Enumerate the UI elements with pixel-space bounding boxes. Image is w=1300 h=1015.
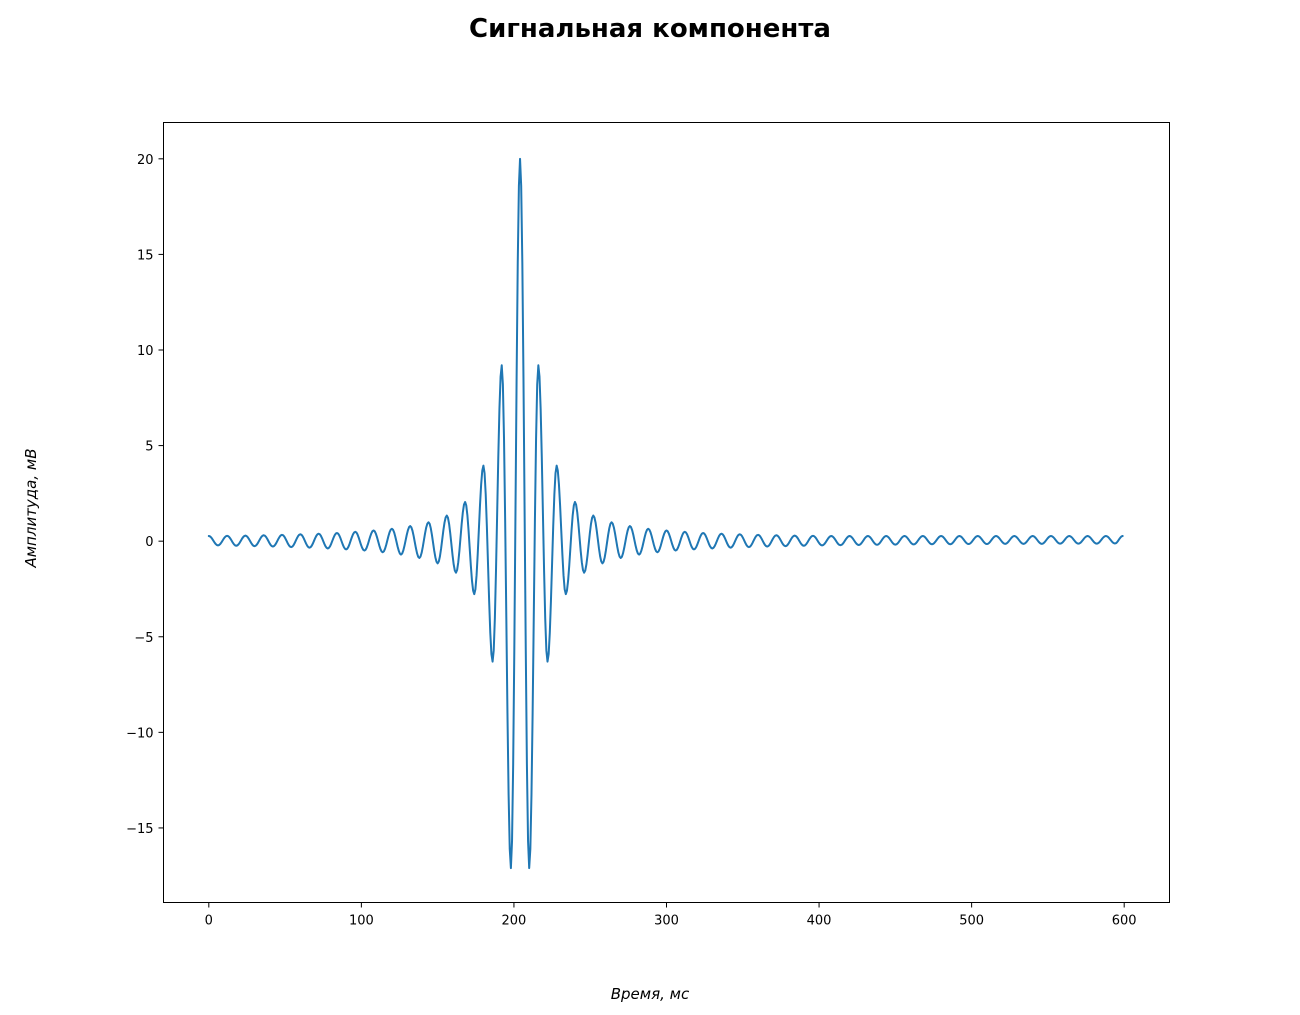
x-axis-ticks: 0 100 200 300 400 500 600 xyxy=(205,902,1137,929)
y-tick-label: 15 xyxy=(137,248,154,263)
y-tick-label: 10 xyxy=(137,344,154,359)
x-tick-label: 0 xyxy=(205,914,213,929)
y-tick-label: 0 xyxy=(145,535,153,550)
x-tick-label: 200 xyxy=(502,914,527,929)
x-tick-label: 600 xyxy=(1112,914,1137,929)
chart-title: Сигнальная компонента xyxy=(469,14,831,44)
y-tick-label: 20 xyxy=(137,153,154,168)
x-axis-label: Время, мс xyxy=(610,985,690,1003)
plot-frame xyxy=(163,122,1170,903)
y-tick-label: −10 xyxy=(126,726,153,741)
y-tick-label: −15 xyxy=(126,822,153,837)
x-tick-label: 300 xyxy=(654,914,679,929)
x-tick-label: 400 xyxy=(807,914,832,929)
y-tick-label: 5 xyxy=(145,440,153,455)
x-tick-label: 100 xyxy=(349,914,374,929)
x-tick-label: 500 xyxy=(959,914,984,929)
signal-series-line xyxy=(207,157,1124,870)
y-axis-ticks: −15 −10 −5 0 5 10 15 20 xyxy=(126,153,164,837)
y-tick-label: −5 xyxy=(134,631,153,646)
